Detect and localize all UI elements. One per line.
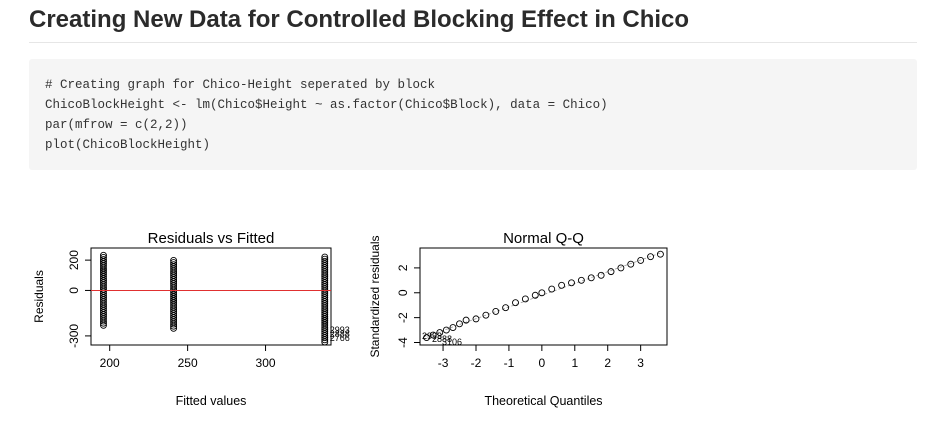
point-label: 2766 xyxy=(330,333,350,343)
x-tick-label: -2 xyxy=(471,356,482,370)
qq-reference-line xyxy=(426,252,661,337)
data-point xyxy=(607,268,615,276)
point-label: 2888 xyxy=(330,329,350,339)
diagnostic-plots: Residuals vs Fitted Fitted values Residual… xyxy=(29,228,689,418)
data-point xyxy=(647,253,654,261)
y-axis-label: Residuals xyxy=(32,270,46,323)
data-point xyxy=(456,320,463,328)
data-point xyxy=(531,291,539,299)
x-tick-label: 3 xyxy=(637,356,644,370)
plot-frame xyxy=(90,247,332,346)
data-point xyxy=(449,324,457,332)
x-tick-label: 1 xyxy=(571,356,578,370)
x-tick-label: -3 xyxy=(438,356,449,370)
y-tick-label: 2 xyxy=(396,264,410,271)
y-tick-label: 0 xyxy=(67,287,81,294)
data-point xyxy=(170,256,178,264)
data-point xyxy=(521,295,529,303)
code-line: plot(ChicoBlockHeight) xyxy=(45,138,211,152)
data-point xyxy=(472,315,480,323)
data-point xyxy=(617,264,625,272)
y-axis-label: Standardized residuals xyxy=(368,235,382,357)
y-tick-label: 0 xyxy=(396,289,410,296)
y-tick-label: -4 xyxy=(396,337,410,348)
data-point xyxy=(627,260,635,268)
page-title: Creating New Data for Controlled Blockin… xyxy=(29,6,690,33)
data-point xyxy=(436,329,444,337)
data-point xyxy=(482,311,490,319)
data-point xyxy=(587,274,595,282)
data-point xyxy=(100,253,107,261)
point-label: 2888 xyxy=(432,334,452,344)
data-point xyxy=(321,255,329,263)
code-block: # Creating graph for Chico-Height sepera… xyxy=(29,59,917,170)
point-label: 2993 xyxy=(422,331,442,341)
data-point xyxy=(170,261,178,269)
y-tick-label: -2 xyxy=(396,312,410,323)
data-point xyxy=(100,251,107,259)
data-point xyxy=(429,331,437,339)
x-tick-label: 2 xyxy=(604,356,611,370)
data-point xyxy=(568,279,575,287)
code-line: ChicoBlockHeight <- lm(Chico$Height ~ as… xyxy=(45,98,608,112)
data-point xyxy=(548,285,556,293)
x-tick-label: 250 xyxy=(178,356,198,370)
data-point xyxy=(321,253,329,261)
data-point xyxy=(462,316,470,324)
code-line: # Creating graph for Chico-Height sepera… xyxy=(45,78,436,92)
data-point xyxy=(637,256,645,264)
data-point xyxy=(170,259,178,266)
data-point xyxy=(321,257,329,265)
x-axis-label: Fitted values xyxy=(176,394,247,408)
plot-title: Normal Q-Q xyxy=(503,230,584,247)
data-point xyxy=(423,334,431,341)
data-point xyxy=(442,326,450,334)
plot-canvas: Residuals vs Fitted Fitted values Residual… xyxy=(32,230,668,408)
x-tick-label: 200 xyxy=(100,356,120,370)
data-point xyxy=(492,307,500,315)
point-label: 3106 xyxy=(442,337,462,347)
point-label: 2993 xyxy=(330,325,350,335)
data-point xyxy=(597,271,605,279)
data-point xyxy=(558,281,566,289)
x-tick-label: 0 xyxy=(539,356,546,370)
data-point xyxy=(656,250,664,258)
data-point xyxy=(100,256,107,263)
plot-title: Residuals vs Fitted xyxy=(148,230,275,247)
data-point xyxy=(577,276,585,284)
data-point xyxy=(502,304,510,312)
y-tick-label: -300 xyxy=(67,324,81,348)
x-axis-label: Theoretical Quantiles xyxy=(484,394,602,408)
data-point xyxy=(512,299,519,307)
data-point xyxy=(538,289,546,297)
code-line: par(mfrow = c(2,2)) xyxy=(45,118,188,132)
y-tick-label: 200 xyxy=(67,250,81,270)
x-tick-label: -1 xyxy=(504,356,515,370)
x-tick-label: 300 xyxy=(256,356,276,370)
plot-frame xyxy=(419,247,668,346)
title-divider xyxy=(29,42,917,43)
